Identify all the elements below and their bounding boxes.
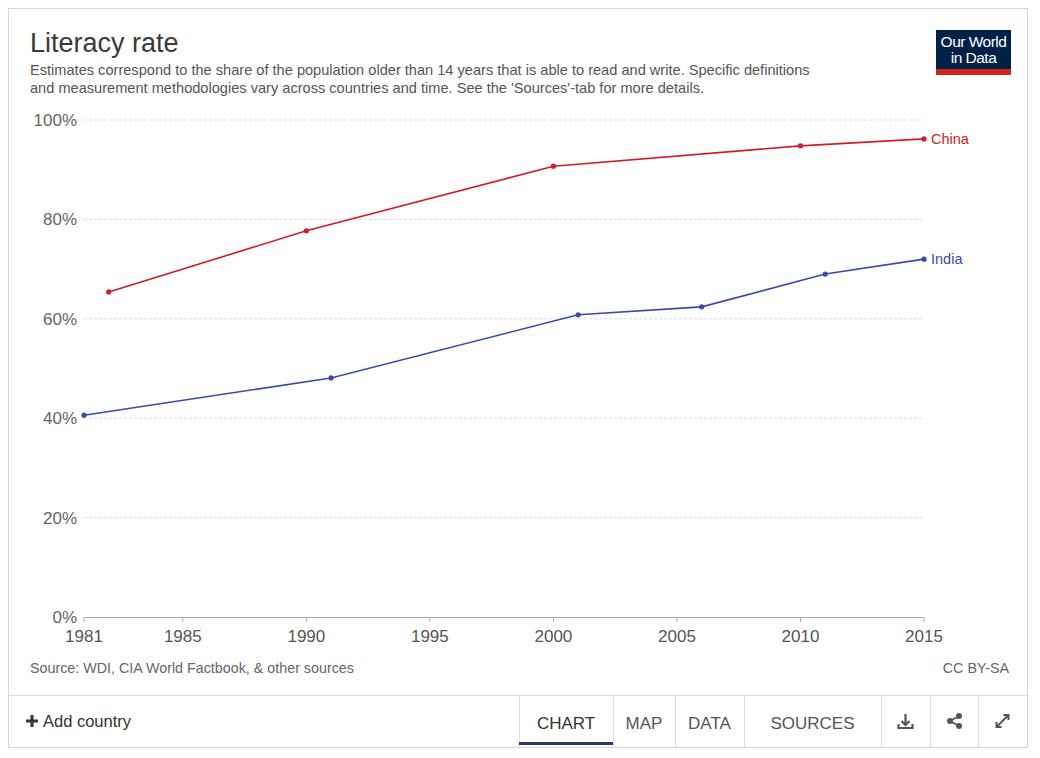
tab[interactable]: DATA	[676, 696, 732, 747]
icon-button[interactable]	[931, 696, 963, 747]
icon-divider	[978, 696, 979, 747]
add-country-button[interactable]: Add country	[26, 712, 132, 730]
y-tick-label: 0%	[52, 608, 77, 627]
logo-bar	[936, 69, 1011, 75]
grid-line	[84, 318, 924, 319]
subtitle: and measurement methodologies vary acros…	[30, 80, 704, 96]
icon-button[interactable]	[979, 696, 1009, 747]
tab-divider	[744, 696, 745, 747]
logo-text: Our World	[941, 33, 1007, 50]
share-dot	[956, 713, 962, 719]
x-axis	[84, 617, 924, 618]
series-marker	[823, 271, 828, 276]
grid	[84, 120, 924, 518]
y-tick-label: 40%	[43, 409, 77, 428]
x-tick	[429, 617, 430, 622]
download-icon	[899, 714, 913, 728]
x-tick-label: 1981	[65, 627, 103, 646]
subtitle: Estimates correspond to the share of the…	[30, 62, 810, 78]
icon-divider	[930, 696, 931, 747]
icon-divider	[881, 696, 882, 747]
tab-underline	[519, 742, 613, 745]
tab[interactable]: MAP	[614, 696, 663, 747]
chart-root: Literacy rate Estimates correspond to the…	[0, 0, 1040, 758]
x-tick-label: 1995	[411, 627, 449, 646]
x-tick	[676, 617, 677, 622]
card	[9, 9, 1028, 748]
series-group	[81, 136, 926, 418]
x-tick	[306, 617, 307, 622]
add-country-text: Add country	[43, 712, 132, 730]
x-tick-label: 2010	[782, 627, 820, 646]
share-dot	[947, 718, 953, 724]
series-label: India	[931, 251, 963, 267]
tab[interactable]: SOURCES	[745, 696, 855, 747]
tab-label: CHART	[537, 714, 595, 733]
series-label: China	[931, 131, 970, 147]
logo-text: in Data	[951, 49, 997, 66]
x-tick-label: 2015	[905, 627, 943, 646]
title: Literacy rate	[30, 28, 179, 58]
tab[interactable]: CHART	[519, 696, 613, 747]
series-marker	[304, 228, 309, 233]
tab-divider	[519, 696, 520, 747]
source: Source: WDI, CIA World Factbook, & other…	[30, 660, 354, 676]
logo-box	[936, 30, 1011, 75]
series-line	[109, 139, 924, 292]
footer-separator	[9, 695, 1027, 696]
tab-divider	[613, 696, 614, 747]
grid-line	[84, 418, 924, 419]
series-marker	[921, 136, 926, 141]
share-dot	[956, 723, 962, 729]
plus-icon	[26, 715, 38, 727]
x-tick	[182, 617, 183, 622]
y-tick-label: 60%	[43, 310, 77, 329]
x-tick-label: 2005	[658, 627, 696, 646]
x-tick-label: 1990	[287, 627, 325, 646]
license: CC BY-SA	[943, 660, 1010, 676]
series-marker	[551, 164, 556, 169]
expand-icon	[997, 715, 1009, 727]
logo: Our Worldin Data	[936, 30, 1011, 75]
icon-button[interactable]	[882, 696, 913, 747]
series-marker	[699, 304, 704, 309]
x-tick	[553, 617, 554, 622]
x-tick	[924, 617, 925, 622]
x-tick-label: 1985	[164, 627, 202, 646]
series-marker	[81, 413, 86, 418]
y-tick-label: 20%	[43, 509, 77, 528]
x-tick-label: 2000	[534, 627, 572, 646]
series-marker	[576, 312, 581, 317]
grid-line	[84, 517, 924, 518]
series-marker	[106, 289, 111, 294]
x-tick	[84, 617, 85, 622]
x-tick	[800, 617, 801, 622]
grid-line	[84, 120, 924, 121]
tab-divider	[675, 696, 676, 747]
series-marker	[328, 375, 333, 380]
series-marker	[798, 143, 803, 148]
grid-line	[84, 219, 924, 220]
tab-label: SOURCES	[770, 714, 854, 733]
y-tick-label: 100%	[34, 111, 77, 130]
y-tick-label: 80%	[43, 210, 77, 229]
tab-label: MAP	[626, 714, 663, 733]
series-marker	[921, 257, 926, 262]
series-line	[84, 259, 924, 415]
tab-label: DATA	[688, 714, 731, 733]
